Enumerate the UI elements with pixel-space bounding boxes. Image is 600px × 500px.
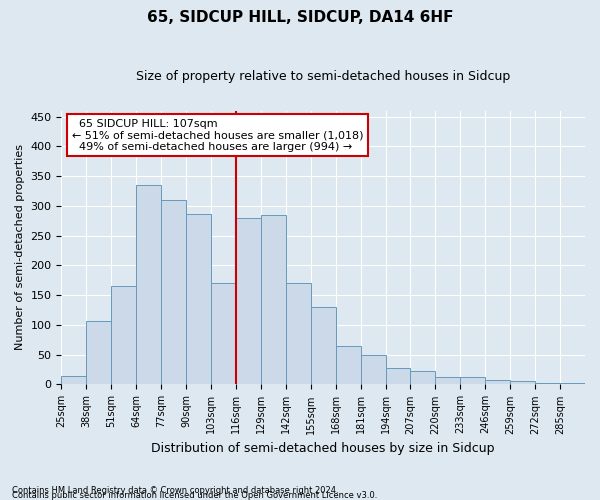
Bar xyxy=(111,286,136,384)
Bar xyxy=(436,376,460,384)
Title: Size of property relative to semi-detached houses in Sidcup: Size of property relative to semi-detach… xyxy=(136,70,511,83)
Bar xyxy=(386,368,410,384)
Bar xyxy=(361,354,386,384)
Bar xyxy=(460,376,485,384)
Text: 65, SIDCUP HILL, SIDCUP, DA14 6HF: 65, SIDCUP HILL, SIDCUP, DA14 6HF xyxy=(147,10,453,25)
Bar xyxy=(86,320,111,384)
Bar xyxy=(136,185,161,384)
Bar xyxy=(335,346,361,385)
Bar xyxy=(261,215,286,384)
Bar xyxy=(311,307,335,384)
X-axis label: Distribution of semi-detached houses by size in Sidcup: Distribution of semi-detached houses by … xyxy=(151,442,495,455)
Text: Contains public sector information licensed under the Open Government Licence v3: Contains public sector information licen… xyxy=(12,491,377,500)
Bar xyxy=(286,283,311,384)
Bar xyxy=(61,376,86,384)
Bar xyxy=(186,214,211,384)
Y-axis label: Number of semi-detached properties: Number of semi-detached properties xyxy=(15,144,25,350)
Bar xyxy=(211,283,236,384)
Bar xyxy=(485,380,510,384)
Bar xyxy=(161,200,186,384)
Text: 65 SIDCUP HILL: 107sqm
← 51% of semi-detached houses are smaller (1,018)
  49% o: 65 SIDCUP HILL: 107sqm ← 51% of semi-det… xyxy=(72,119,364,152)
Bar xyxy=(410,372,436,384)
Bar xyxy=(236,218,261,384)
Text: Contains HM Land Registry data © Crown copyright and database right 2024.: Contains HM Land Registry data © Crown c… xyxy=(12,486,338,495)
Bar xyxy=(510,382,535,384)
